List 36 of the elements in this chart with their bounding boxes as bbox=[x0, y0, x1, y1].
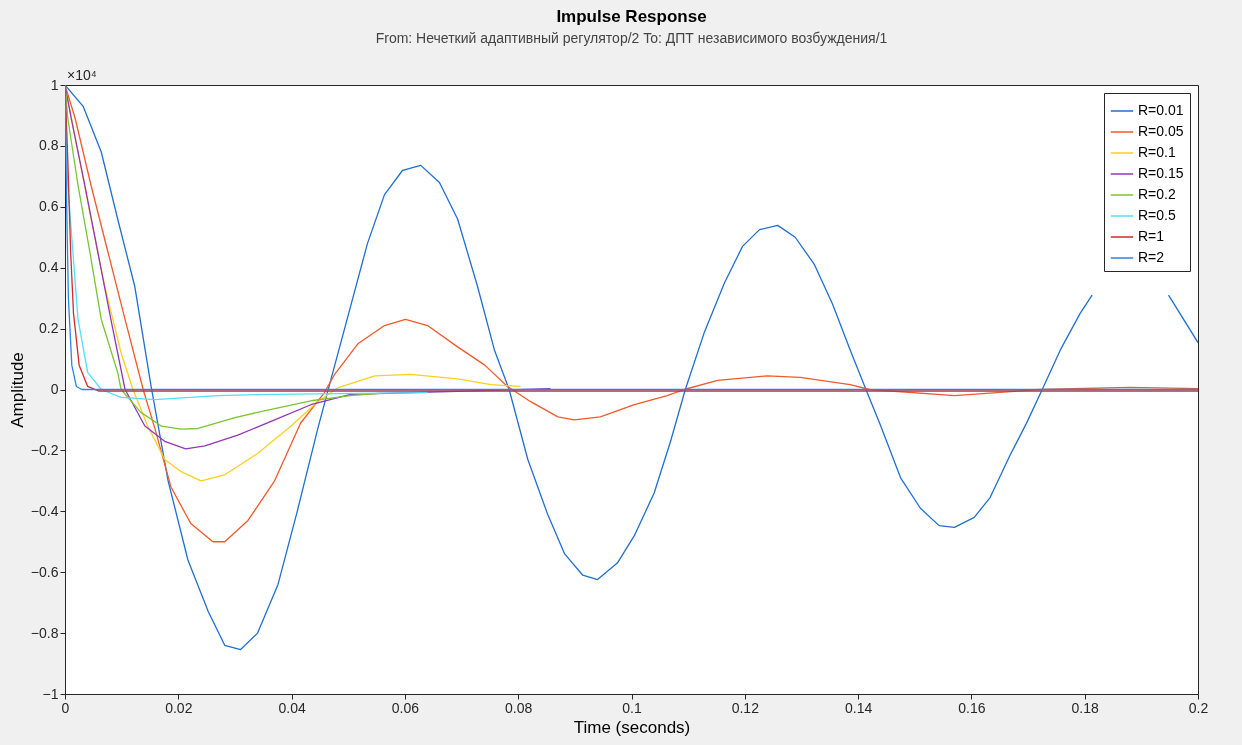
legend-label: R=0.2 bbox=[1138, 186, 1176, 202]
x-tick-label: 0.1 bbox=[622, 699, 642, 716]
x-axis-title: Time (seconds) bbox=[573, 717, 691, 737]
legend-label: R=0.01 bbox=[1138, 102, 1184, 118]
y-tick-label: 0.6 bbox=[39, 198, 59, 215]
y-tick-label: −0.2 bbox=[30, 441, 59, 458]
x-tick-label: 0.08 bbox=[505, 699, 533, 716]
y-tick-label: 1 bbox=[50, 76, 59, 93]
x-tick-label: 0.02 bbox=[165, 699, 193, 716]
y-tick-label: 0.8 bbox=[39, 137, 59, 154]
x-tick-label: 0.14 bbox=[844, 699, 873, 716]
legend-label: R=0.1 bbox=[1138, 144, 1176, 160]
x-tick-label: 0.04 bbox=[278, 699, 306, 716]
x-tick-label: 0.06 bbox=[391, 699, 420, 716]
text: ×10⁴ bbox=[67, 67, 97, 83]
chart-subtitle: From: Нечеткий адаптивный регулятор/2 To: ДПТ независимого возбуждения/1 bbox=[375, 30, 888, 46]
legend-label: R=1 bbox=[1138, 228, 1165, 244]
x-tick-label: 0.18 bbox=[1071, 699, 1100, 716]
y-axis-title: Amplitude bbox=[7, 352, 27, 428]
x-tick-label: 0.12 bbox=[731, 699, 760, 716]
x-tick-label: 0.2 bbox=[1188, 699, 1209, 716]
x-tick-label: 0 bbox=[61, 699, 70, 716]
line-series bbox=[65, 85, 1198, 543]
legend-label: R=0.5 bbox=[1138, 207, 1176, 223]
y-tick-label: −0.8 bbox=[30, 624, 59, 641]
y-tick-label: 0.2 bbox=[39, 320, 59, 337]
legend-label: R=0.05 bbox=[1138, 123, 1184, 139]
chart-title: Impulse Response bbox=[556, 7, 707, 26]
y-tick-label: 0.4 bbox=[39, 259, 59, 276]
y-tick-label: −0.6 bbox=[30, 563, 59, 580]
legend-label: R=0.15 bbox=[1138, 165, 1184, 181]
y-tick-label: −1 bbox=[42, 685, 59, 702]
y-tick-label: −0.4 bbox=[30, 502, 59, 519]
y-tick-label: 0 bbox=[50, 381, 59, 397]
legend-label: R=2 bbox=[1138, 249, 1165, 265]
x-tick-label: 0.16 bbox=[958, 699, 986, 716]
